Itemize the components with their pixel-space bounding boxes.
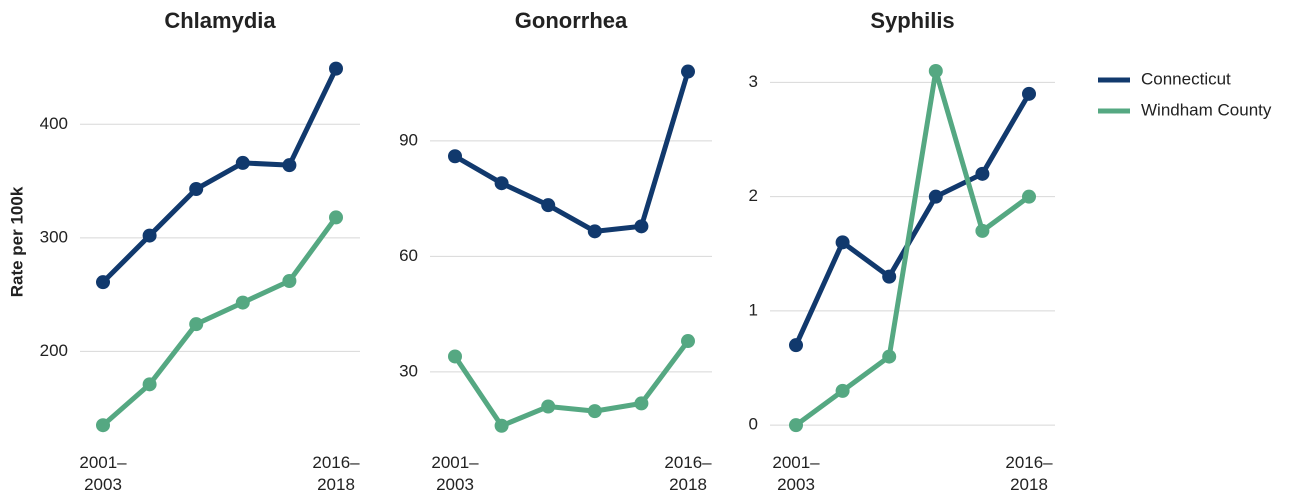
y-tick-label: 0 [749, 415, 758, 434]
point [1022, 189, 1036, 204]
x-tick-label: 2001– 2003 [772, 453, 820, 494]
point [789, 338, 803, 353]
line [101, 215, 339, 428]
point [494, 176, 509, 191]
point [681, 64, 695, 79]
point [634, 396, 649, 411]
line [453, 70, 691, 234]
point [541, 399, 556, 414]
legend-label: Windham County [1141, 100, 1272, 119]
point [789, 418, 803, 433]
point [235, 155, 250, 170]
y-tick-label: 300 [40, 227, 68, 246]
point [142, 228, 157, 243]
point [882, 349, 897, 364]
x-tick-label: 2001– 2003 [431, 453, 479, 494]
point [928, 63, 943, 78]
point [96, 418, 110, 433]
point [835, 383, 850, 398]
point [329, 61, 343, 76]
line [101, 67, 339, 284]
x-tick-label: 2016– 2018 [312, 453, 360, 494]
point [928, 189, 943, 204]
y-tick-label: 2 [749, 186, 758, 205]
legend-label: Connecticut [1141, 69, 1231, 88]
point [448, 149, 462, 164]
point [448, 349, 462, 364]
x-tick-label: 2016– 2018 [1005, 453, 1053, 494]
point [189, 182, 204, 197]
point [634, 219, 649, 234]
point [835, 235, 850, 250]
x-tick-label: 2001– 2003 [79, 453, 127, 494]
point [282, 158, 297, 173]
point [494, 418, 509, 433]
point [975, 166, 990, 181]
line [794, 68, 1031, 428]
x-tick-label: 2016– 2018 [664, 453, 712, 494]
point [681, 334, 695, 349]
point [882, 269, 897, 284]
point [235, 295, 250, 310]
point [282, 274, 297, 289]
y-axis-label: Rate per 100k [7, 186, 26, 297]
line [793, 92, 1032, 347]
point [189, 317, 204, 332]
chart-title: Gonorrhea [515, 8, 628, 33]
point [587, 224, 602, 239]
point [96, 275, 110, 290]
line [452, 339, 691, 429]
point [587, 404, 602, 419]
point [329, 210, 343, 225]
point [142, 377, 157, 392]
chart-title: Syphilis [870, 8, 954, 33]
y-tick-label: 400 [40, 114, 68, 133]
point [975, 223, 990, 238]
point [541, 198, 556, 213]
y-tick-label: 90 [399, 130, 418, 149]
y-tick-label: 60 [399, 246, 418, 265]
y-tick-label: 200 [40, 341, 68, 360]
chart-title: Chlamydia [164, 8, 276, 33]
point [1022, 86, 1036, 101]
y-tick-label: 30 [399, 361, 418, 380]
y-tick-label: 3 [749, 72, 758, 91]
y-tick-label: 1 [749, 300, 758, 319]
